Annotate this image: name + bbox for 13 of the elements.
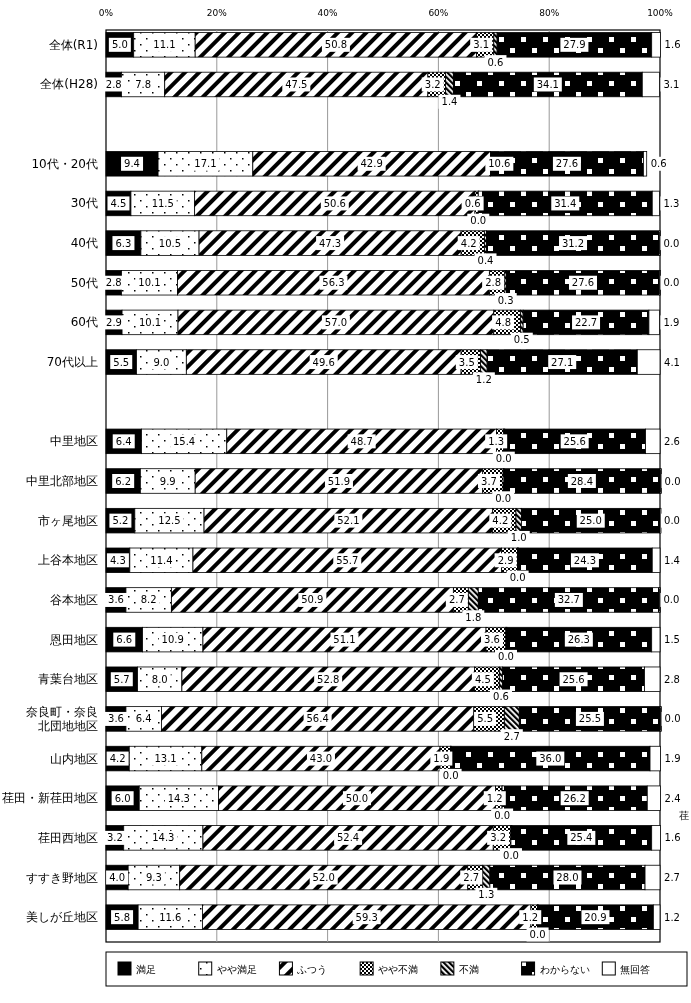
legend-label: わからない xyxy=(539,964,590,975)
data-label: 9.4 xyxy=(124,158,140,170)
legend-label: 満足 xyxy=(136,964,156,975)
data-label: 3.6 xyxy=(108,594,124,606)
legend-label: 不満 xyxy=(458,964,479,975)
legend-label: やや不満 xyxy=(378,964,419,975)
annotation: 荏 xyxy=(679,809,689,821)
data-label: 3.6 xyxy=(108,713,124,725)
data-label: 3.7 xyxy=(481,475,497,487)
data-label: 0.0 xyxy=(503,849,519,861)
legend-label: やや満足 xyxy=(216,964,257,975)
legend-label: ふつう xyxy=(296,964,328,975)
legend-label: 無回答 xyxy=(620,964,651,975)
